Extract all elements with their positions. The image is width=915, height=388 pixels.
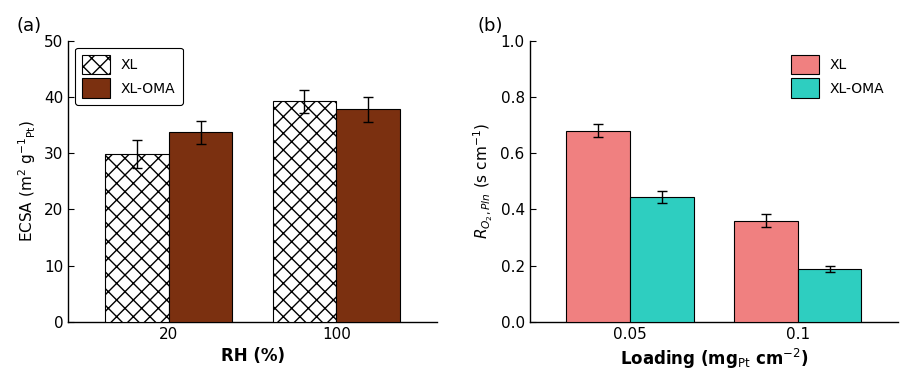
Bar — [798, 269, 861, 322]
Legend: XL, XL-OMA: XL, XL-OMA — [75, 48, 182, 105]
Bar — [273, 101, 337, 322]
Y-axis label: ECSA (m$^2$ g$^{-1}$$_{\rm Pt}$): ECSA (m$^2$ g$^{-1}$$_{\rm Pt}$) — [16, 120, 38, 242]
Y-axis label: $R_{O_2,Pln}$ (s cm$^{-1}$): $R_{O_2,Pln}$ (s cm$^{-1}$) — [471, 123, 495, 239]
Legend: XL, XL-OMA: XL, XL-OMA — [784, 48, 891, 105]
Bar — [105, 154, 168, 322]
Bar — [630, 197, 694, 322]
X-axis label: Loading (mg$_{\rm Pt}$ cm$^{-2}$): Loading (mg$_{\rm Pt}$ cm$^{-2}$) — [619, 347, 808, 371]
X-axis label: RH (%): RH (%) — [221, 347, 285, 365]
Bar — [168, 132, 232, 322]
Text: (a): (a) — [16, 17, 42, 35]
Text: (b): (b) — [478, 17, 503, 35]
Bar — [734, 221, 798, 322]
Bar — [566, 131, 630, 322]
Bar — [337, 109, 400, 322]
